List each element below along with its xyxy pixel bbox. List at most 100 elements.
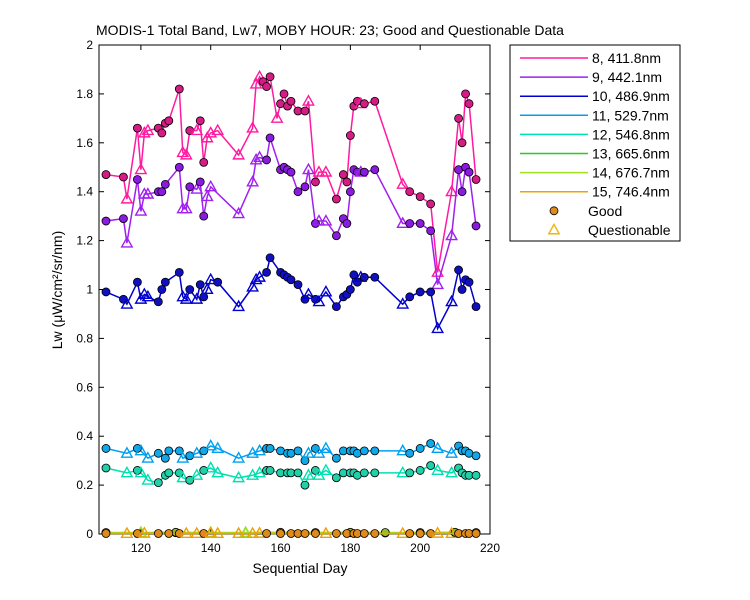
good-point — [101, 287, 111, 297]
good-point — [101, 216, 111, 226]
good-point — [471, 175, 481, 184]
good-point — [331, 529, 341, 538]
good-point — [293, 468, 303, 478]
questionable-point — [120, 192, 134, 204]
questionable-point — [431, 526, 445, 538]
good-point — [331, 231, 341, 241]
questionable-point — [302, 468, 315, 480]
chart-title: MODIS-1 Total Band, Lw7, MOBY HOUR: 23; … — [96, 22, 564, 38]
questionable-point — [431, 463, 445, 475]
legend-series-label: 14, 676.7nm — [592, 165, 670, 181]
good-point — [164, 116, 174, 126]
good-point — [405, 468, 415, 478]
good-point — [405, 448, 415, 458]
questionable-point — [179, 526, 193, 539]
questionable-point — [312, 294, 326, 307]
good-point — [195, 177, 205, 187]
questionable-point — [431, 277, 445, 290]
good-point — [279, 89, 289, 99]
good-point — [471, 221, 481, 231]
good-point — [262, 155, 271, 165]
questionable-point — [246, 121, 260, 133]
y-tick-label: 1.2 — [76, 234, 93, 248]
questionable-point — [239, 525, 253, 538]
good-point — [457, 187, 467, 197]
good-point — [265, 133, 275, 143]
questionable-point — [232, 470, 246, 483]
good-point — [345, 187, 355, 197]
questionable-point — [120, 236, 134, 248]
legend-series-label: 10, 486.9nm — [592, 88, 670, 104]
good-point — [293, 280, 303, 290]
good-point — [359, 446, 369, 456]
good-point — [157, 285, 167, 294]
good-point — [331, 453, 341, 463]
y-tick-label: 1 — [86, 283, 93, 297]
questionable-point — [232, 451, 246, 463]
questionable-point — [134, 204, 148, 216]
questionable-point — [200, 189, 214, 202]
questionable-point — [190, 123, 204, 136]
good-point — [345, 131, 355, 140]
y-tick-label: 0.4 — [76, 429, 93, 443]
questionable-point — [141, 187, 155, 199]
questionable-point — [445, 294, 459, 307]
questionable-point — [141, 123, 155, 136]
good-point — [370, 446, 380, 456]
questionable-point — [204, 439, 218, 451]
questionable-point — [253, 150, 267, 163]
questionable-point — [431, 321, 445, 334]
questionable-point — [445, 184, 459, 197]
questionable-point — [445, 526, 459, 539]
questionable-point — [302, 287, 315, 299]
legend-marker-label: Questionable — [588, 222, 671, 238]
x-tick-label: 200 — [410, 541, 430, 555]
good-point — [276, 529, 285, 538]
questionable-point — [232, 526, 246, 539]
x-tick-label: 160 — [271, 541, 291, 555]
good-point — [160, 453, 170, 463]
questionable-point — [211, 526, 225, 539]
good-point — [153, 529, 163, 538]
good-point — [195, 280, 205, 290]
questionable-point — [302, 162, 315, 175]
good-point — [415, 287, 425, 297]
questionable-point — [396, 216, 410, 229]
legend-marker-questionable — [547, 222, 561, 235]
questionable-point — [445, 465, 459, 478]
questionable-point — [137, 526, 151, 538]
good-point — [464, 167, 474, 177]
questionable-point — [319, 165, 333, 177]
good-point — [370, 165, 380, 175]
questionable-point — [246, 174, 260, 187]
good-point — [345, 285, 355, 294]
good-point — [454, 113, 463, 123]
questionable-point — [445, 228, 459, 241]
good-point — [349, 270, 359, 280]
good-point — [415, 444, 425, 453]
y-tick-label: 0.6 — [76, 380, 93, 394]
questionable-point — [190, 526, 204, 539]
good-point — [405, 292, 415, 302]
good-point — [457, 285, 467, 294]
good-point — [415, 529, 425, 538]
legend-marker-good — [549, 206, 559, 216]
good-point — [300, 529, 310, 538]
questionable-point — [270, 111, 284, 123]
good-point — [262, 267, 271, 277]
questionable-point — [396, 297, 410, 309]
questionable-point — [232, 299, 246, 312]
good-point — [370, 272, 380, 282]
x-tick-label: 140 — [201, 541, 221, 555]
y-tick-label: 0.2 — [76, 478, 93, 492]
good-point — [174, 267, 184, 277]
questionable-point — [249, 77, 263, 89]
good-point — [415, 192, 425, 201]
good-point — [370, 529, 380, 538]
questionable-point — [249, 272, 263, 285]
questionable-point — [249, 152, 263, 165]
good-point — [461, 89, 470, 99]
questionable-point — [141, 289, 155, 302]
legend-series-label: 9, 442.1nm — [592, 69, 662, 85]
